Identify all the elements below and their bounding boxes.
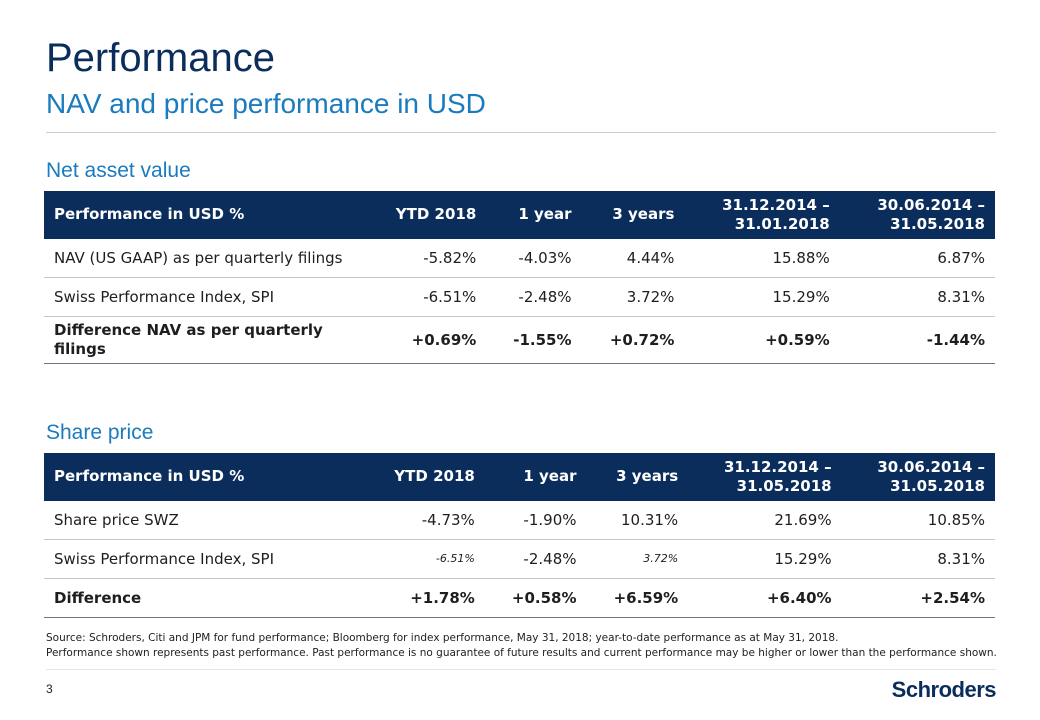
column-header: 31.12.2014 –31.05.2018 xyxy=(688,453,842,501)
footer-divider xyxy=(46,669,996,670)
table-cell: -2.48% xyxy=(486,277,582,317)
disclaimer-line: Performance shown represents past perfor… xyxy=(46,647,997,660)
table-cell: 15.29% xyxy=(684,277,840,317)
column-header: 1 year xyxy=(486,191,582,239)
table-header-row: Performance in USD % YTD 2018 1 year 3 y… xyxy=(44,191,995,239)
table-row-difference: Difference +1.78% +0.58% +6.59% +6.40% +… xyxy=(44,578,995,618)
column-header: 30.06.2014 –31.05.2018 xyxy=(841,453,995,501)
row-label: Share price SWZ xyxy=(44,501,364,540)
table-cell: +6.59% xyxy=(586,578,689,618)
table-cell: 3.72% xyxy=(586,539,689,579)
table-cell: -4.03% xyxy=(486,239,582,278)
column-header: 3 years xyxy=(581,191,685,239)
row-label: Swiss Performance Index, SPI xyxy=(44,277,364,317)
section-title-share-price: Share price xyxy=(46,421,154,444)
schroders-logo: Schroders xyxy=(891,677,997,702)
table-cell: +0.72% xyxy=(581,316,685,364)
column-header: Performance in USD % xyxy=(44,191,364,239)
table-cell: -5.82% xyxy=(364,239,487,278)
table-cell: 15.29% xyxy=(688,539,842,579)
table-row: NAV (US GAAP) as per quarterly filings -… xyxy=(44,239,995,278)
table-cell: 10.85% xyxy=(841,501,995,540)
row-label: Difference NAV as per quarterly filings xyxy=(44,316,364,364)
row-label: Swiss Performance Index, SPI xyxy=(44,539,364,579)
section-title-nav: Net asset value xyxy=(46,159,191,182)
table-header-row: Performance in USD % YTD 2018 1 year 3 y… xyxy=(44,453,995,501)
page-subtitle: NAV and price performance in USD xyxy=(46,88,486,119)
column-header: YTD 2018 xyxy=(364,191,487,239)
table-cell: 6.87% xyxy=(839,239,995,278)
table-cell: -1.55% xyxy=(486,316,582,364)
table-cell: 8.31% xyxy=(839,277,995,317)
table-cell: -4.73% xyxy=(364,501,485,540)
column-header: 1 year xyxy=(484,453,587,501)
column-header: 31.12.2014 –31.01.2018 xyxy=(684,191,840,239)
table-cell: +6.40% xyxy=(688,578,842,618)
table-cell: 15.88% xyxy=(684,239,840,278)
column-header: Performance in USD % xyxy=(44,453,364,501)
source-line: Source: Schroders, Citi and JPM for fund… xyxy=(46,632,839,644)
table-cell: -6.51% xyxy=(364,539,485,579)
row-label: Difference xyxy=(44,578,364,618)
table-row-difference: Difference NAV as per quarterly filings … xyxy=(44,316,995,364)
table-cell: -1.44% xyxy=(839,316,995,364)
table-cell: 21.69% xyxy=(688,501,842,540)
table-cell: 3.72% xyxy=(581,277,685,317)
row-label: NAV (US GAAP) as per quarterly filings xyxy=(44,239,364,278)
table-cell: +0.59% xyxy=(684,316,840,364)
table-row: Swiss Performance Index, SPI -6.51% -2.4… xyxy=(44,277,995,317)
nav-performance-table: Performance in USD % YTD 2018 1 year 3 y… xyxy=(44,191,995,364)
page-title: Performance xyxy=(46,36,275,80)
table-cell: +0.69% xyxy=(364,316,487,364)
table-row: Share price SWZ -4.73% -1.90% 10.31% 21.… xyxy=(44,501,995,540)
table-cell: 10.31% xyxy=(586,501,689,540)
table-cell: 8.31% xyxy=(841,539,995,579)
table-cell: -2.48% xyxy=(484,539,587,579)
column-header: YTD 2018 xyxy=(364,453,485,501)
header-divider xyxy=(46,132,996,133)
source-note: Source: Schroders, Citi and JPM for fund… xyxy=(46,631,997,661)
table-cell: 4.44% xyxy=(581,239,685,278)
table-cell: +2.54% xyxy=(841,578,995,618)
table-row: Swiss Performance Index, SPI -6.51% -2.4… xyxy=(44,539,995,579)
page-number: 3 xyxy=(46,682,53,696)
table-cell: +0.58% xyxy=(484,578,587,618)
column-header: 30.06.2014 –31.05.2018 xyxy=(839,191,995,239)
table-cell: -6.51% xyxy=(364,277,487,317)
column-header: 3 years xyxy=(586,453,689,501)
table-cell: +1.78% xyxy=(364,578,485,618)
share-price-performance-table: Performance in USD % YTD 2018 1 year 3 y… xyxy=(44,453,995,618)
table-cell: -1.90% xyxy=(484,501,587,540)
